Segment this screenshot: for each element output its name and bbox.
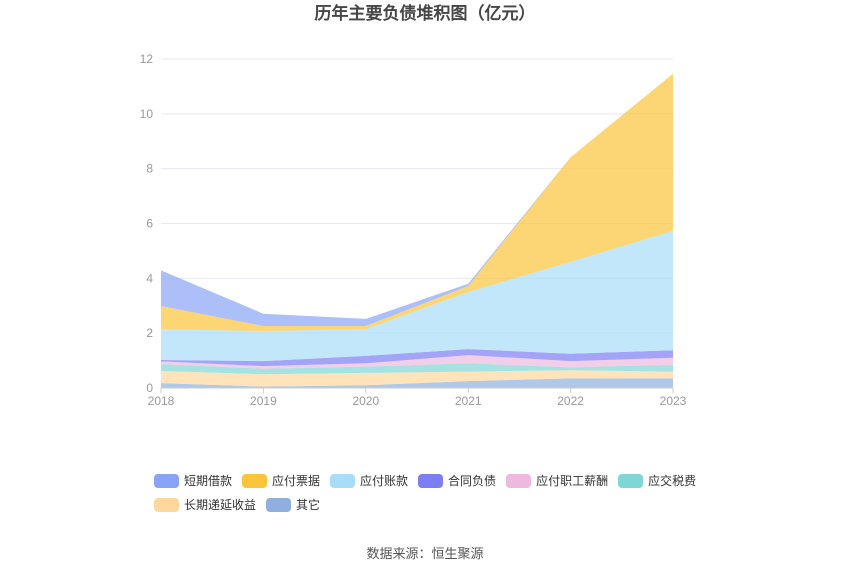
x-tick-label: 2023 — [660, 394, 687, 408]
legend-label: 短期借款 — [184, 474, 233, 488]
y-tick-label: 8 — [146, 162, 153, 176]
series-area-3[interactable] — [161, 230, 673, 362]
x-tick-label: 2022 — [557, 394, 584, 408]
chart-title: 历年主要负债堆积图（亿元） — [314, 4, 536, 23]
y-tick-label: 0 — [146, 381, 153, 395]
x-tick-label: 2021 — [455, 394, 482, 408]
x-tick-label: 2019 — [250, 394, 277, 408]
legend-label: 合同负债 — [448, 474, 497, 488]
series-area-8[interactable] — [161, 378, 673, 388]
legend-swatch — [242, 474, 268, 488]
y-tick-label: 10 — [140, 107, 154, 121]
y-axis: 0 2 4 6 8 10 12 — [140, 52, 154, 395]
series-area-6[interactable] — [161, 363, 673, 375]
series-area-1[interactable] — [161, 73, 673, 326]
x-tick-label: 2018 — [148, 394, 175, 408]
y-tick-label: 4 — [146, 271, 153, 285]
area-series-group — [161, 73, 673, 388]
legend: 短期借款 应付票据 应付账款 合同负债 应付职工薪酬 应交税费 长期递延收益 其… — [154, 474, 714, 512]
legend-item-accounts-payable[interactable]: 应付账款 — [330, 474, 408, 488]
legend-label: 其它 — [296, 498, 321, 512]
legend-label: 应付票据 — [272, 474, 321, 488]
legend-item-deferred-income[interactable]: 长期递延收益 — [154, 498, 256, 512]
data-source-note: 数据来源：恒生聚源 — [366, 546, 484, 561]
legend-item-short-term-loans[interactable]: 短期借款 — [154, 474, 232, 488]
legend-swatch — [418, 474, 444, 488]
legend-item-notes-payable[interactable]: 应付票据 — [242, 474, 320, 488]
y-tick-label: 12 — [140, 52, 154, 66]
legend-item-payroll-payable[interactable]: 应付职工薪酬 — [506, 474, 608, 488]
legend-swatch — [618, 474, 644, 488]
legend-swatch — [154, 498, 179, 512]
y-tick-label: 2 — [146, 326, 153, 340]
legend-label: 应付职工薪酬 — [536, 474, 609, 488]
series-area-5[interactable] — [161, 355, 673, 369]
legend-label: 应付账款 — [360, 474, 409, 488]
y-tick-label: 6 — [146, 217, 153, 231]
legend-item-taxes-payable[interactable]: 应交税费 — [618, 474, 696, 488]
x-tick-label: 2020 — [352, 394, 379, 408]
legend-item-other[interactable]: 其它 — [266, 498, 320, 512]
legend-label: 长期递延收益 — [184, 498, 257, 512]
legend-label: 应交税费 — [648, 474, 697, 488]
legend-swatch — [330, 474, 356, 488]
x-axis: 2018 2019 2020 2021 2022 2023 — [148, 387, 687, 408]
series-area-4[interactable] — [161, 349, 673, 367]
legend-item-contract-liabilities[interactable]: 合同负债 — [418, 474, 496, 488]
legend-swatch — [266, 498, 292, 512]
legend-swatch — [506, 474, 532, 488]
series-area-2[interactable] — [161, 73, 673, 332]
series-area-7[interactable] — [161, 370, 673, 387]
legend-swatch — [154, 474, 179, 488]
